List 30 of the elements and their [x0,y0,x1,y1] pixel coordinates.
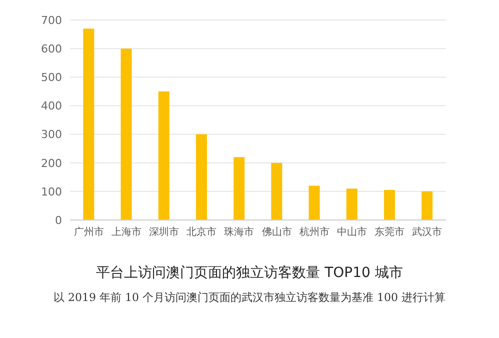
x-tick-label: 珠海市 [224,226,254,238]
bar [346,188,358,220]
y-tick-label: 700 [41,14,62,27]
y-tick-label: 200 [41,156,62,170]
bar [384,190,395,220]
x-tick-label: 佛山市 [262,226,292,238]
y-tick-label: 600 [41,42,62,56]
bar [308,186,320,220]
x-tick-label: 中山市 [337,226,367,238]
text: 以 2019 年前 10 个月访问澳门页面的武汉市独立访客数量为基准 100 进行计算 [52,290,446,305]
bar [83,28,94,220]
x-tick-label: 北京市 [186,226,217,238]
bar [196,134,207,220]
bar [234,157,245,220]
x-tick-label: 上海市 [111,226,142,238]
x-tick-label: 深圳市 [149,226,179,238]
y-tick-label: 400 [41,100,62,113]
x-tick-label: 东莞市 [374,226,405,238]
bar [271,162,282,220]
bar [158,91,170,220]
x-tick-label: 杭州市 [298,226,330,238]
y-tick-label: 500 [41,71,62,84]
y-tick-label: 300 [41,128,62,142]
y-tick-label: 0 [55,214,62,227]
y-tick-label: 100 [41,185,62,198]
bar [422,191,433,220]
x-tick-label: 武汉市 [412,226,442,238]
bar [120,48,132,220]
text: 平台上访问澳门页面的独立访客数量 TOP10 城市 [95,264,404,282]
x-tick-label: 广州市 [74,226,104,238]
